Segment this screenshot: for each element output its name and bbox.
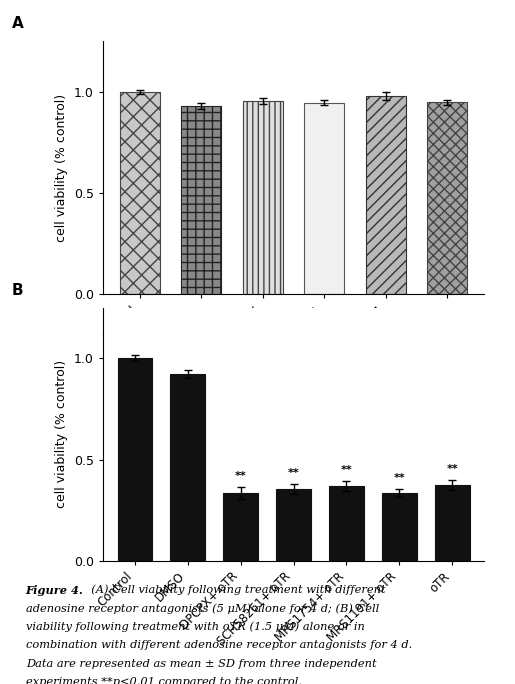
Y-axis label: cell viability (% control): cell viability (% control) <box>56 94 68 241</box>
Bar <box>243 101 283 294</box>
Text: A: A <box>11 16 23 31</box>
Text: **: ** <box>235 471 247 481</box>
Bar <box>427 102 467 294</box>
Bar <box>382 493 417 561</box>
Text: **: ** <box>393 473 405 483</box>
Bar <box>277 489 311 561</box>
Text: Figure 4.: Figure 4. <box>26 585 83 596</box>
Y-axis label: cell viability (% control): cell viability (% control) <box>56 360 68 508</box>
Bar <box>304 103 344 294</box>
Bar <box>329 486 364 561</box>
Text: **: ** <box>447 464 458 474</box>
Text: adenosine receptor antagonists (5 μM) alone for 4 d; (B) Cell: adenosine receptor antagonists (5 μM) al… <box>26 603 379 614</box>
Bar <box>224 493 258 561</box>
Text: **: ** <box>340 465 352 475</box>
Bar <box>181 106 221 294</box>
Bar <box>120 92 160 294</box>
Text: viability following treatment with oTR (1.5 μM) alone or in: viability following treatment with oTR (… <box>26 622 365 632</box>
Bar <box>117 358 152 561</box>
Bar <box>366 96 406 294</box>
Bar <box>435 485 470 561</box>
Text: **: ** <box>288 468 299 478</box>
Text: experiments **p<0.01 compared to the control.: experiments **p<0.01 compared to the con… <box>26 677 302 684</box>
Text: (A) Cell viability following treatment with different: (A) Cell viability following treatment w… <box>83 585 385 595</box>
Text: Data are represented as mean ± SD from three independent: Data are represented as mean ± SD from t… <box>26 659 376 669</box>
Text: B: B <box>11 283 23 298</box>
Text: combination with different adenosine receptor antagonists for 4 d.: combination with different adenosine rec… <box>26 640 412 650</box>
Bar <box>170 373 205 561</box>
